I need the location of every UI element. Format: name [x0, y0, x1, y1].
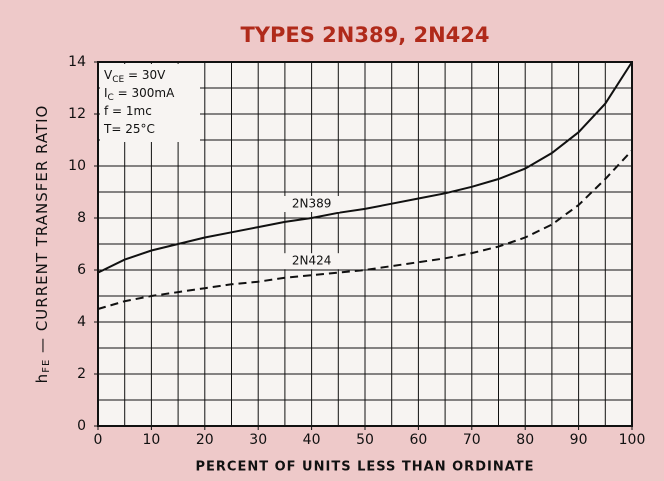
- y-label-part: h: [33, 373, 51, 384]
- condition-part: C: [108, 93, 114, 103]
- conditions-box: [100, 64, 200, 142]
- series-label: 2N389: [292, 197, 332, 211]
- x-tick-label: 70: [463, 432, 481, 448]
- condition-part: I: [104, 86, 108, 100]
- x-tick-label: 30: [249, 432, 267, 448]
- series-label-bg: [283, 196, 340, 212]
- x-tick-label: 40: [303, 432, 321, 448]
- y-tick-label: 4: [77, 314, 86, 330]
- condition-part: f = 1mc: [104, 104, 152, 118]
- x-tick-label: 90: [570, 432, 588, 448]
- x-tick-label: 80: [516, 432, 534, 448]
- y-label-part: — CURRENT TRANSFER RATIO: [33, 105, 51, 359]
- condition: VCE = 30V: [104, 68, 166, 85]
- y-tick-label: 14: [68, 54, 86, 70]
- condition: T= 25°C: [103, 122, 155, 136]
- chart-title: TYPES 2N389, 2N424: [240, 23, 489, 47]
- y-tick-label: 2: [77, 366, 86, 382]
- condition: f = 1mc: [104, 104, 152, 118]
- condition: IC = 300mA: [104, 86, 175, 103]
- x-tick-label: 100: [619, 432, 646, 448]
- x-tick-label: 10: [142, 432, 160, 448]
- condition-part: CE: [112, 75, 124, 85]
- condition-part: = 300mA: [114, 86, 175, 100]
- y-tick-label: 0: [77, 418, 86, 434]
- y-tick-label: 6: [77, 262, 86, 278]
- x-tick-label: 50: [356, 432, 374, 448]
- condition-part: V: [104, 68, 113, 82]
- series-line: [97, 61, 633, 274]
- y-tick-label: 8: [77, 210, 86, 226]
- y-axis-label: hFE — CURRENT TRANSFER RATIO: [33, 105, 53, 384]
- series-label: 2N424: [292, 254, 332, 268]
- x-axis-label: PERCENT OF UNITS LESS THAN ORDINATE: [195, 460, 534, 475]
- condition-part: = 30V: [124, 68, 166, 82]
- y-tick-label: 12: [68, 106, 86, 122]
- y-label-sub: FE: [41, 359, 52, 373]
- series-label-bg: [283, 253, 340, 270]
- condition-part: T= 25°C: [103, 122, 155, 136]
- x-tick-label: 0: [94, 432, 103, 448]
- x-tick-label: 20: [196, 432, 214, 448]
- x-tick-label: 60: [409, 432, 427, 448]
- y-tick-label: 10: [68, 158, 86, 174]
